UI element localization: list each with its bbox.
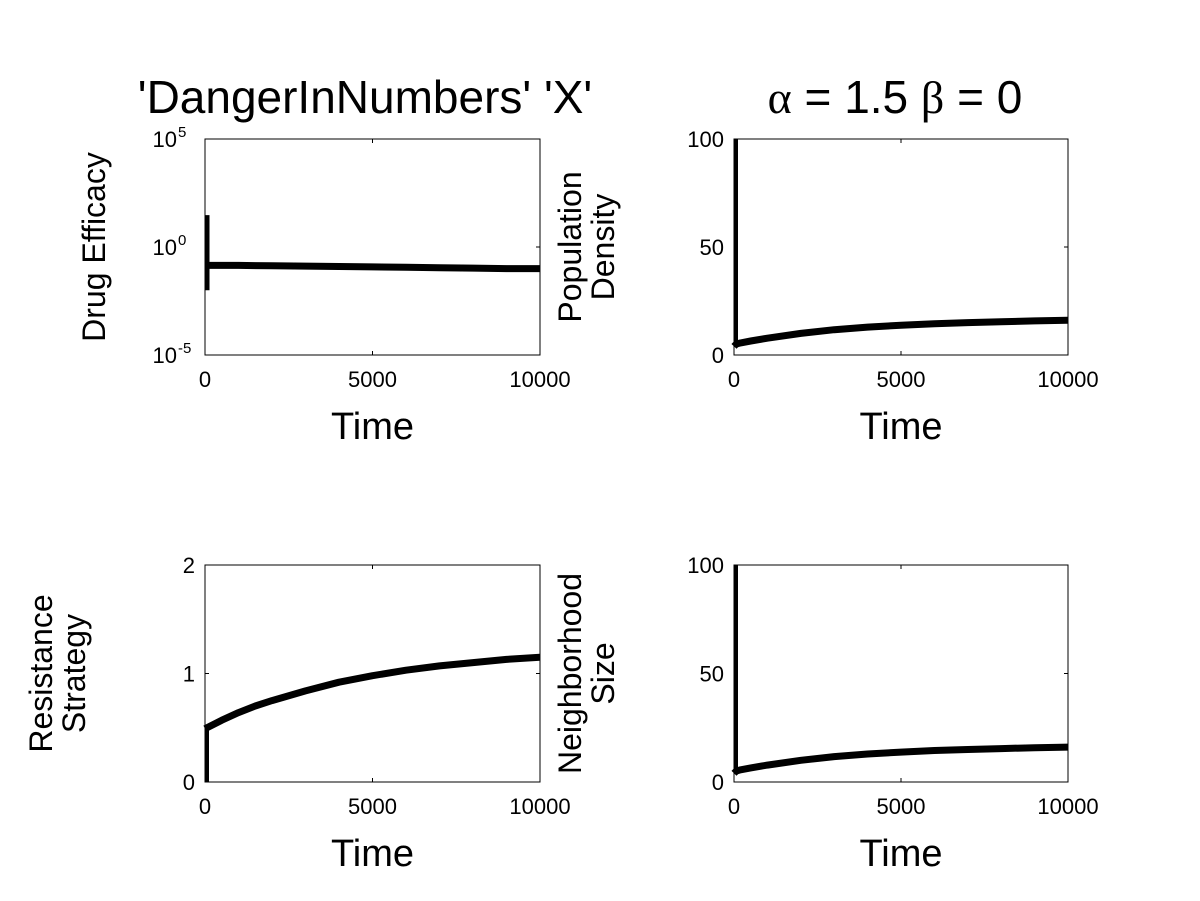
y-axis-label-line: Strategy: [56, 614, 92, 733]
x-tick-label: 5000: [348, 367, 397, 392]
y-axis-label-line: Neighborhood: [552, 573, 588, 774]
y-axis-label: NeighborhoodSize: [552, 573, 621, 774]
y-tick-label: 50: [700, 235, 724, 260]
y-tick-label: 10: [153, 235, 177, 260]
y-tick-exponent: -5: [178, 340, 191, 357]
beta-symbol: β: [921, 72, 944, 123]
x-tick-label: 10000: [509, 794, 570, 819]
y-tick-label: 50: [700, 662, 724, 687]
y-axis-label: Drug Efficacy: [76, 152, 112, 342]
y-axis-label-line: Drug Efficacy: [76, 152, 112, 342]
y-axis-label-line: Size: [585, 642, 621, 704]
x-axis-label: Time: [331, 833, 414, 875]
y-axis-label: ResistanceStrategy: [23, 594, 92, 752]
y-tick-label: 2: [183, 553, 195, 578]
series-line: [731, 316, 1069, 349]
y-tick-exponent: 0: [178, 232, 186, 249]
series-line: [208, 261, 540, 273]
subplot-4: 0 5000 10000 0 50 100 Time NeighborhoodSize: [552, 553, 1099, 875]
y-tick-exponent: 5: [178, 124, 186, 141]
chart-title-right: α = 1.5 β = 0: [768, 71, 1023, 123]
x-tick-label: 0: [199, 367, 211, 392]
y-tick-label: 0: [183, 770, 195, 795]
x-tick-label: 5000: [877, 794, 926, 819]
plot-frame: [204, 138, 541, 356]
x-tick-label: 5000: [348, 794, 397, 819]
subplot-2: 0 5000 10000 0 50 100 Time PopulationDensity: [552, 127, 1099, 448]
x-tick-label: 0: [728, 794, 740, 819]
x-tick-label: 5000: [877, 367, 926, 392]
beta-value: = 0: [944, 71, 1022, 123]
y-tick-label: 1: [183, 662, 195, 687]
y-tick-label: 0: [712, 770, 724, 795]
x-tick-label: 0: [199, 794, 211, 819]
y-axis-label-line: Density: [585, 194, 621, 301]
x-tick-label: 10000: [1037, 367, 1098, 392]
y-tick-label: 10: [153, 127, 177, 152]
y-tick-label: 0: [712, 343, 724, 368]
x-axis-label: Time: [859, 406, 942, 448]
x-axis-label: Time: [859, 833, 942, 875]
x-tick-label: 10000: [1037, 794, 1098, 819]
chart-title-left: 'DangerInNumbers' 'X': [138, 71, 592, 123]
alpha-value: = 1.5: [792, 71, 921, 123]
y-axis-label-line: Resistance: [23, 594, 59, 752]
x-axis-label: Time: [331, 406, 414, 448]
x-tick-label: 10000: [509, 367, 570, 392]
y-tick-label: 100: [687, 553, 724, 578]
y-axis-label: PopulationDensity: [552, 171, 621, 322]
y-axis-label-line: Population: [552, 171, 588, 322]
y-tick-label: 100: [687, 127, 724, 152]
x-tick-label: 0: [728, 367, 740, 392]
series-line: [203, 653, 541, 732]
series-line: [731, 743, 1069, 776]
alpha-symbol: α: [768, 72, 792, 123]
subplot-3: 0 5000 10000 0 1 2 Time ResistanceStrategy: [23, 553, 571, 875]
y-tick-label: 10: [153, 343, 177, 368]
